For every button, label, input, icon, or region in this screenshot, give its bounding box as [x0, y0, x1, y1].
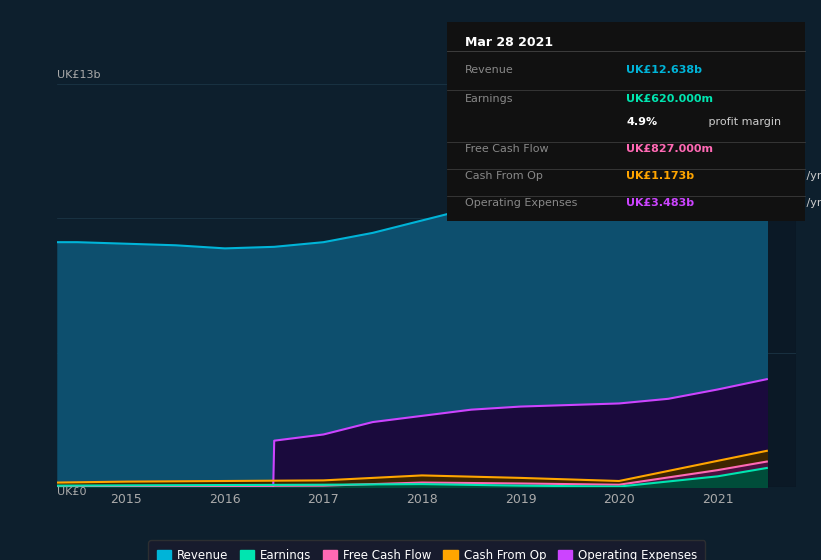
Text: 4.9%: 4.9% — [626, 117, 657, 127]
Text: Operating Expenses: Operating Expenses — [466, 198, 578, 208]
Text: UK£827.000m: UK£827.000m — [626, 143, 713, 153]
Text: Revenue: Revenue — [466, 65, 514, 75]
Text: Free Cash Flow: Free Cash Flow — [466, 143, 549, 153]
Text: /yr: /yr — [803, 198, 821, 208]
Text: UK£12.638b: UK£12.638b — [626, 65, 702, 75]
Text: UK£0: UK£0 — [57, 487, 87, 497]
Legend: Revenue, Earnings, Free Cash Flow, Cash From Op, Operating Expenses: Revenue, Earnings, Free Cash Flow, Cash … — [149, 540, 705, 560]
Text: Earnings: Earnings — [466, 94, 514, 104]
Text: UK£620.000m: UK£620.000m — [626, 94, 713, 104]
Text: profit margin: profit margin — [704, 117, 781, 127]
Text: Cash From Op: Cash From Op — [466, 171, 544, 181]
Text: UK£13b: UK£13b — [57, 70, 101, 80]
Text: Mar 28 2021: Mar 28 2021 — [466, 36, 553, 49]
Text: UK£1.173b: UK£1.173b — [626, 171, 694, 181]
Bar — [594, 84, 796, 487]
Text: /yr: /yr — [803, 171, 821, 181]
Text: UK£3.483b: UK£3.483b — [626, 198, 694, 208]
